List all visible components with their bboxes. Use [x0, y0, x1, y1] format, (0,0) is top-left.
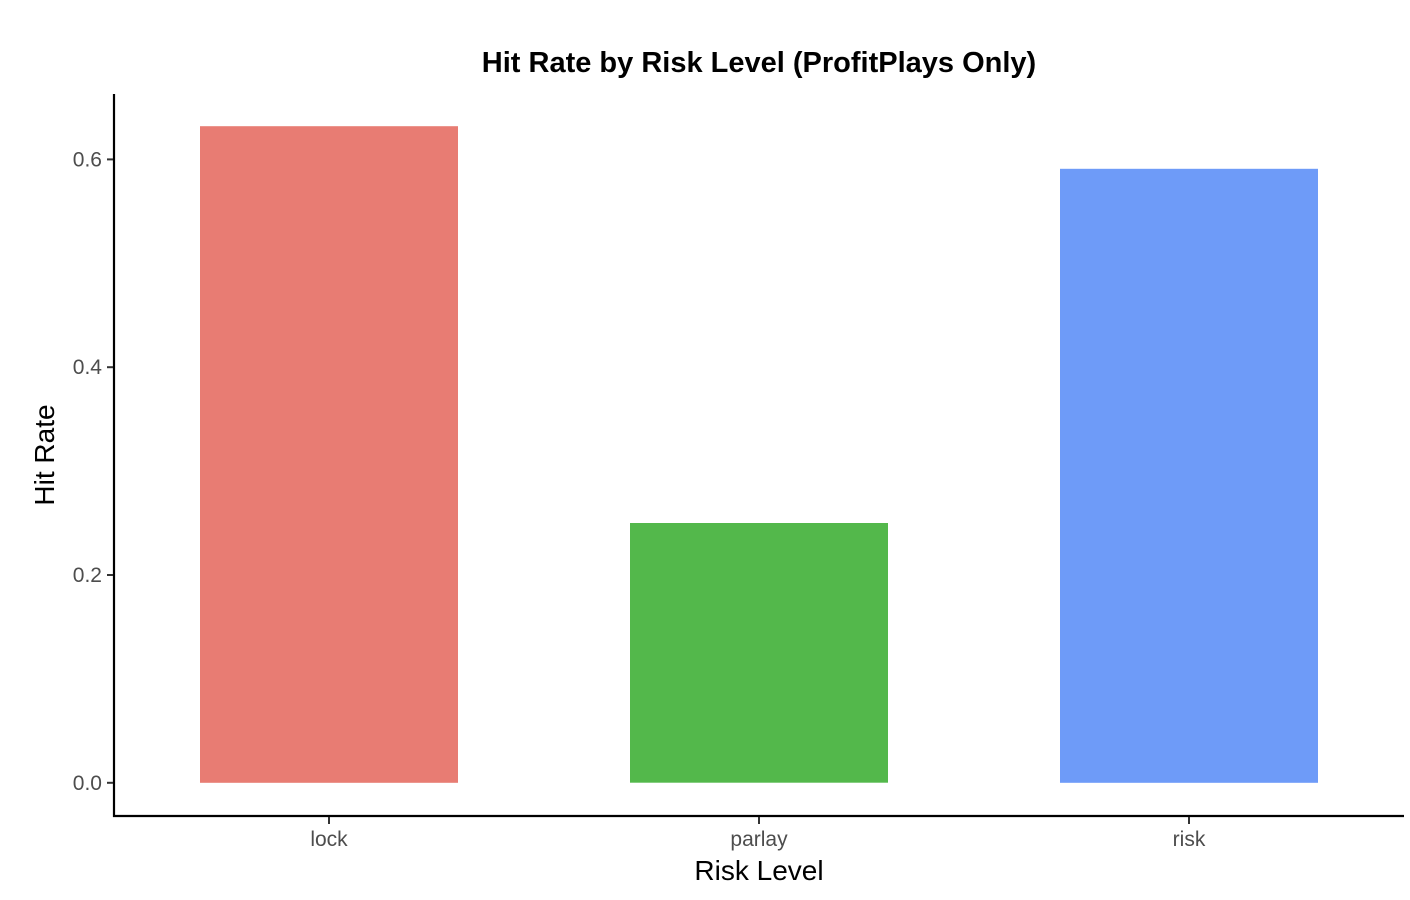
x-tick-label-lock: lock — [310, 828, 348, 851]
y-axis-ticks: 0.0 0.2 0.4 0.6 — [73, 148, 113, 795]
x-axis-ticks: lock parlay risk — [310, 817, 1206, 851]
bar-lock — [200, 126, 458, 783]
y-tick-label-0.2: 0.2 — [73, 564, 102, 587]
x-tick-label-parlay: parlay — [730, 828, 788, 851]
bar-risk — [1060, 168, 1318, 783]
x-axis-label: Risk Level — [694, 855, 823, 886]
y-tick-label-0.4: 0.4 — [73, 356, 103, 379]
bar-parlay — [630, 523, 888, 783]
y-axis-label: Hit Rate — [29, 404, 60, 505]
y-tick-label-0.6: 0.6 — [73, 148, 102, 171]
bars-group — [200, 126, 1318, 783]
x-tick-label-risk: risk — [1173, 828, 1206, 851]
chart-title: Hit Rate by Risk Level (ProfitPlays Only… — [482, 47, 1036, 79]
y-tick-label-0.0: 0.0 — [73, 772, 102, 795]
